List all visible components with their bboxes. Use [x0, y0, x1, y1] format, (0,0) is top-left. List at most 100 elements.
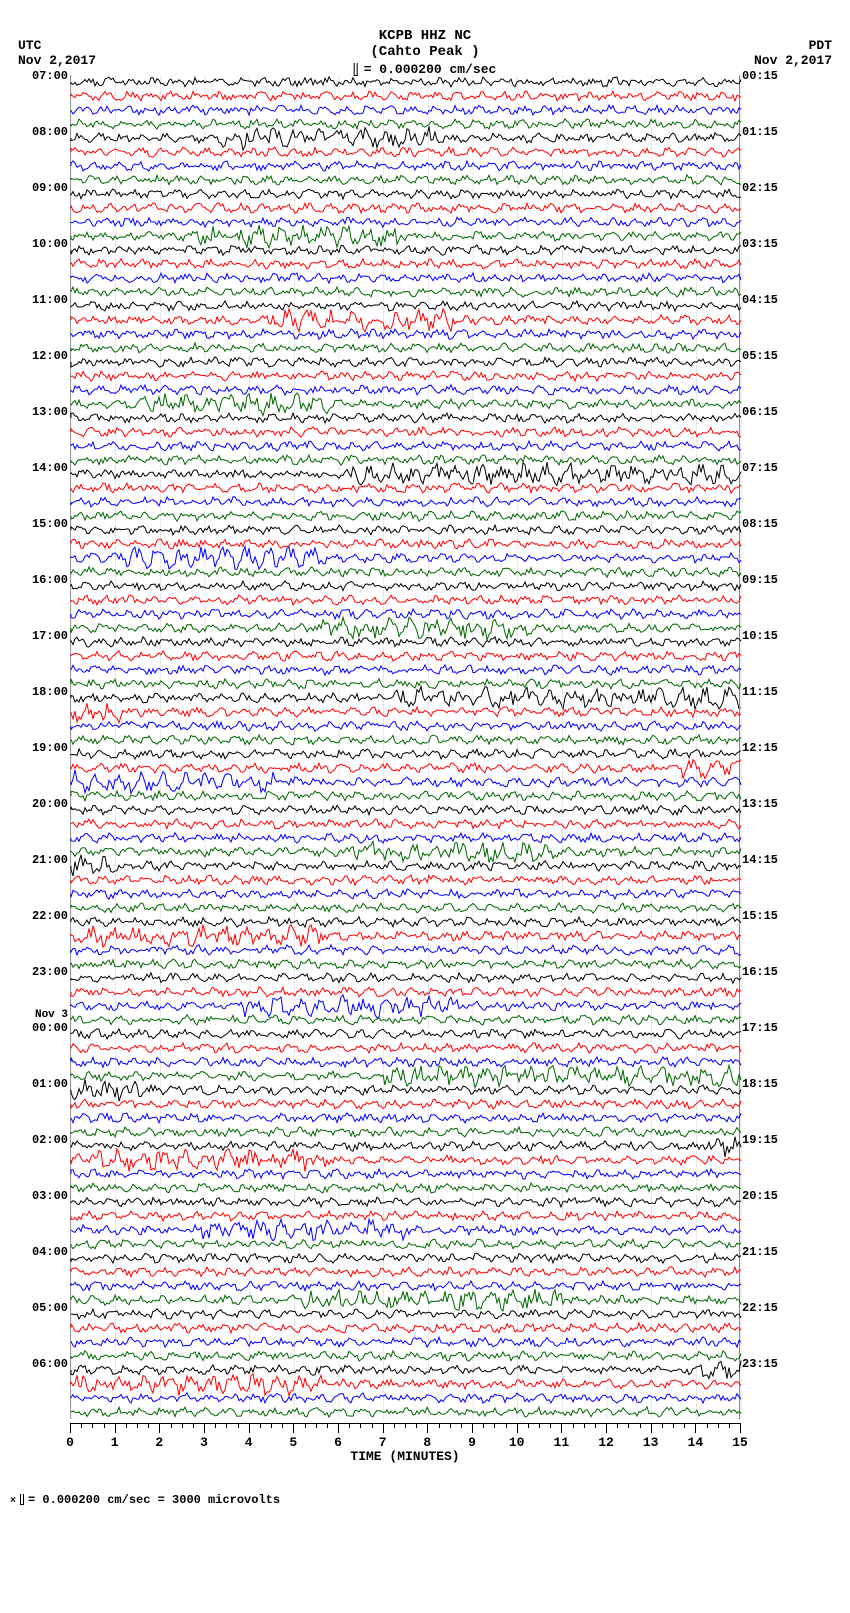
- pdt-hour-label: 12:15: [742, 741, 786, 755]
- trace-row: [70, 761, 740, 775]
- pdt-hour-label: 15:15: [742, 909, 786, 923]
- trace-row: [70, 173, 740, 187]
- left-date-label: Nov 2,2017: [18, 53, 96, 68]
- trace-plot: [70, 831, 740, 845]
- trace-row: [70, 1237, 740, 1251]
- trace-plot: [70, 593, 740, 607]
- trace-plot: [70, 929, 740, 943]
- trace-plot: [70, 649, 740, 663]
- x-axis-title: TIME (MINUTES): [350, 1449, 459, 1464]
- right-date-label: Nov 2,2017: [754, 53, 832, 68]
- trace-row: Nov 300:0017:15: [70, 1027, 740, 1041]
- trace-row: [70, 1041, 740, 1055]
- left-tz-label: UTC: [18, 38, 96, 53]
- header-left: UTC Nov 2,2017: [18, 38, 96, 68]
- trace-plot: [70, 1167, 740, 1181]
- trace-plot: [70, 789, 740, 803]
- trace-row: 15:0008:15: [70, 523, 740, 537]
- trace-row: 19:0012:15: [70, 747, 740, 761]
- trace-row: [70, 285, 740, 299]
- trace-row: [70, 1293, 740, 1307]
- trace-row: [70, 369, 740, 383]
- utc-hour-label: 01:00: [20, 1077, 68, 1091]
- trace-plot: [70, 677, 740, 691]
- trace-row: [70, 705, 740, 719]
- trace-row: [70, 1223, 740, 1237]
- footer-text: = 0.000200 cm/sec = 3000 microvolts: [28, 1493, 280, 1507]
- trace-row: [70, 1391, 740, 1405]
- trace-plot: [70, 887, 740, 901]
- trace-row: 03:0020:15: [70, 1195, 740, 1209]
- x-tick-label: 10: [509, 1435, 525, 1450]
- x-tick-label: 4: [245, 1435, 253, 1450]
- trace-row: [70, 89, 740, 103]
- trace-plot: [70, 313, 740, 327]
- trace-row: [70, 1209, 740, 1223]
- trace-plot: [70, 1223, 740, 1237]
- trace-row: [70, 229, 740, 243]
- x-axis: 0123456789101112131415TIME (MINUTES): [70, 1423, 740, 1463]
- x-tick-label: 2: [155, 1435, 163, 1450]
- trace-plot: [70, 565, 740, 579]
- trace-row: [70, 565, 740, 579]
- utc-hour-label: 04:00: [20, 1245, 68, 1259]
- trace-plot: [70, 229, 740, 243]
- trace-plot: [70, 1321, 740, 1335]
- trace-plot: [70, 341, 740, 355]
- trace-row: [70, 999, 740, 1013]
- header-right: PDT Nov 2,2017: [754, 38, 832, 68]
- trace-row: [70, 775, 740, 789]
- trace-row: [70, 719, 740, 733]
- pdt-hour-label: 21:15: [742, 1245, 786, 1259]
- trace-row: 21:0014:15: [70, 859, 740, 873]
- trace-row: 22:0015:15: [70, 915, 740, 929]
- trace-plot: [70, 173, 740, 187]
- trace-row: [70, 901, 740, 915]
- trace-row: 08:0001:15: [70, 131, 740, 145]
- trace-row: 20:0013:15: [70, 803, 740, 817]
- utc-hour-label: 19:00: [20, 741, 68, 755]
- trace-plot: [70, 705, 740, 719]
- trace-plot: [70, 131, 740, 145]
- trace-plot: [70, 1279, 740, 1293]
- trace-plot: [70, 369, 740, 383]
- utc-hour-label: 06:00: [20, 1357, 68, 1371]
- utc-hour-label: 00:00: [20, 1021, 68, 1035]
- trace-plot: [70, 1237, 740, 1251]
- trace-row: [70, 257, 740, 271]
- header-center: KCPB HHZ NC (Cahto Peak ): [370, 28, 479, 60]
- pdt-hour-label: 22:15: [742, 1301, 786, 1315]
- trace-plot: [70, 1209, 740, 1223]
- trace-plot: [70, 1363, 740, 1377]
- trace-plot: [70, 187, 740, 201]
- pdt-hour-label: 00:15: [742, 69, 786, 83]
- trace-row: [70, 943, 740, 957]
- trace-row: [70, 495, 740, 509]
- trace-plot: [70, 257, 740, 271]
- footer: ×= 0.000200 cm/sec = 3000 microvolts: [10, 1493, 840, 1507]
- trace-row: 13:0006:15: [70, 411, 740, 425]
- trace-plot: [70, 145, 740, 159]
- trace-row: [70, 1321, 740, 1335]
- x-tick-label: 1: [111, 1435, 119, 1450]
- trace-row: [70, 1349, 740, 1363]
- utc-hour-label: 14:00: [20, 461, 68, 475]
- trace-row: [70, 159, 740, 173]
- trace-plot: [70, 943, 740, 957]
- utc-hour-label: 22:00: [20, 909, 68, 923]
- utc-hour-label: 03:00: [20, 1189, 68, 1203]
- trace-row: [70, 957, 740, 971]
- trace-plot: [70, 509, 740, 523]
- trace-row: [70, 929, 740, 943]
- utc-hour-label: 16:00: [20, 573, 68, 587]
- trace-plot: [70, 481, 740, 495]
- trace-row: 09:0002:15: [70, 187, 740, 201]
- trace-row: [70, 341, 740, 355]
- trace-plot: [70, 733, 740, 747]
- trace-row: [70, 453, 740, 467]
- station-label: KCPB HHZ NC: [370, 28, 479, 44]
- trace-plot: [70, 845, 740, 859]
- trace-plot: [70, 425, 740, 439]
- trace-plot: [70, 299, 740, 313]
- trace-plot: [70, 635, 740, 649]
